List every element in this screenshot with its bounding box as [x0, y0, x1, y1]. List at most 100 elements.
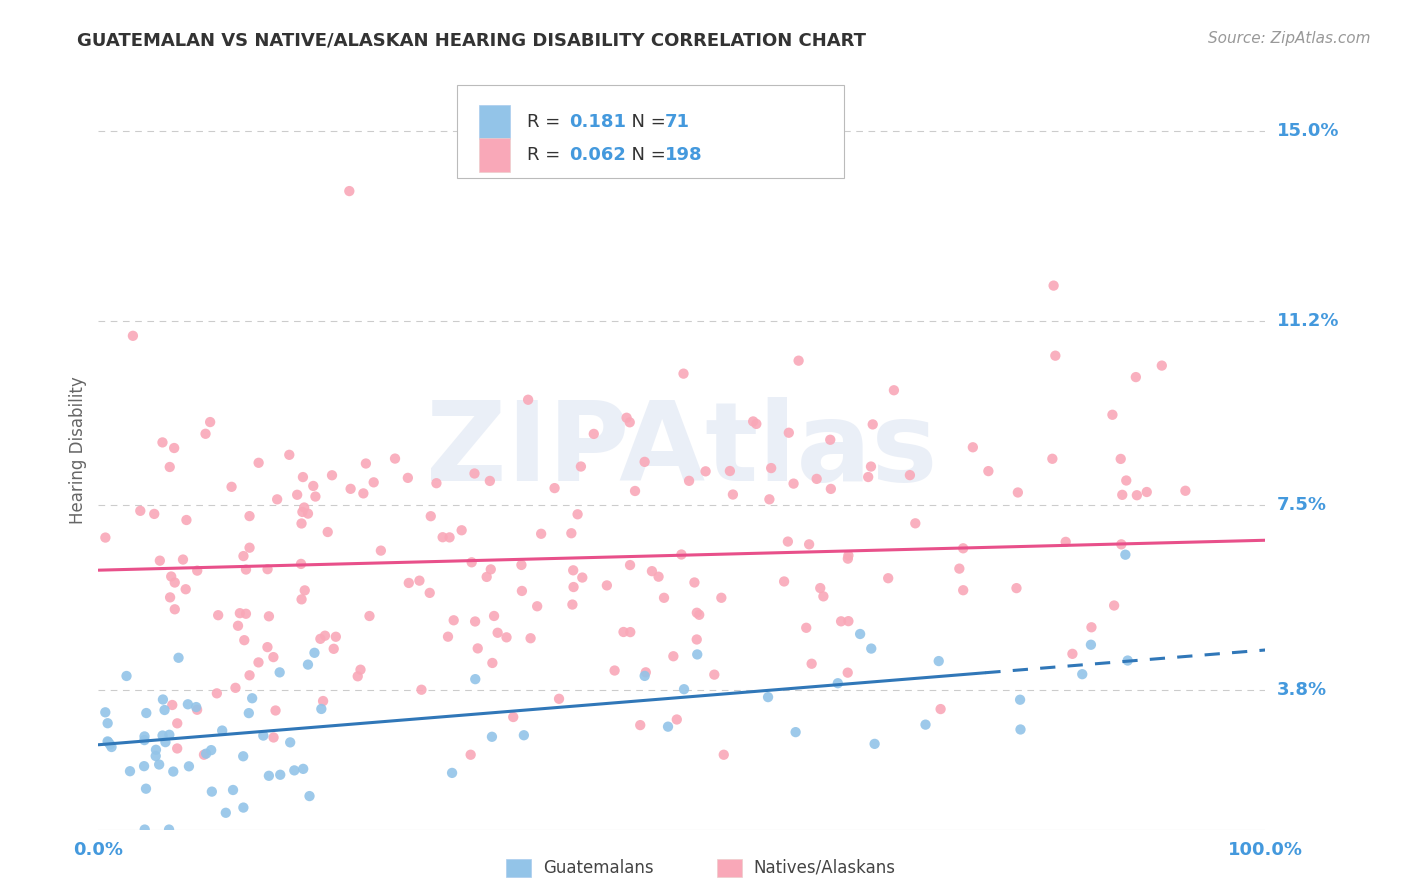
- Point: [1115, 474, 1137, 488]
- Point: [837, 549, 859, 563]
- Point: [346, 669, 368, 683]
- Point: [820, 433, 842, 447]
- Point: [813, 590, 835, 604]
- Point: [238, 706, 260, 720]
- Point: [162, 698, 184, 712]
- Point: [384, 451, 406, 466]
- Point: [1040, 451, 1063, 466]
- Point: [98, 738, 121, 752]
- Point: [149, 554, 172, 568]
- Point: [567, 508, 589, 522]
- Point: [97, 716, 120, 731]
- Point: [517, 392, 540, 407]
- Point: [238, 509, 260, 524]
- Point: [352, 486, 374, 500]
- Point: [481, 656, 503, 670]
- Point: [806, 472, 828, 486]
- Point: [475, 570, 498, 584]
- Point: [354, 457, 377, 471]
- Point: [263, 731, 285, 745]
- Point: [162, 764, 184, 779]
- Point: [359, 609, 381, 624]
- Point: [467, 641, 489, 656]
- Point: [657, 720, 679, 734]
- Point: [226, 619, 249, 633]
- Point: [773, 574, 796, 589]
- Point: [425, 476, 447, 491]
- Point: [561, 598, 583, 612]
- Point: [396, 471, 419, 485]
- Point: [742, 414, 765, 428]
- Point: [688, 607, 710, 622]
- Point: [914, 717, 936, 731]
- Point: [135, 781, 157, 796]
- Point: [1126, 488, 1149, 502]
- Point: [437, 630, 460, 644]
- Point: [94, 706, 117, 720]
- Text: Source: ZipAtlas.com: Source: ZipAtlas.com: [1208, 31, 1371, 46]
- Point: [904, 516, 927, 531]
- Y-axis label: Hearing Disability: Hearing Disability: [69, 376, 87, 524]
- Point: [232, 749, 254, 764]
- Point: [132, 759, 155, 773]
- Point: [647, 570, 669, 584]
- Point: [1062, 647, 1084, 661]
- Point: [928, 654, 950, 668]
- Point: [662, 649, 685, 664]
- Point: [678, 474, 700, 488]
- Text: 3.8%: 3.8%: [1277, 681, 1327, 699]
- Point: [1045, 349, 1067, 363]
- Point: [186, 564, 208, 578]
- Point: [797, 537, 820, 551]
- Point: [193, 747, 215, 762]
- Point: [450, 523, 472, 537]
- Point: [671, 548, 693, 562]
- Point: [977, 464, 1000, 478]
- Text: GUATEMALAN VS NATIVE/ALASKAN HEARING DISABILITY CORRELATION CHART: GUATEMALAN VS NATIVE/ALASKAN HEARING DIS…: [77, 31, 866, 49]
- Point: [172, 552, 194, 566]
- Point: [194, 426, 217, 441]
- Point: [464, 615, 486, 629]
- Point: [432, 530, 454, 544]
- Point: [207, 608, 229, 623]
- Point: [495, 631, 517, 645]
- Point: [827, 676, 849, 690]
- Point: [571, 570, 593, 584]
- Point: [314, 629, 336, 643]
- Point: [745, 417, 768, 431]
- Point: [479, 562, 502, 576]
- Point: [962, 440, 984, 454]
- Point: [952, 583, 974, 598]
- Point: [460, 747, 482, 762]
- Text: N =: N =: [620, 145, 672, 163]
- Point: [619, 558, 641, 572]
- Point: [673, 682, 696, 697]
- Point: [1136, 485, 1159, 500]
- Point: [526, 599, 548, 614]
- Point: [830, 615, 852, 629]
- Point: [152, 692, 174, 706]
- Point: [229, 606, 252, 620]
- Point: [370, 543, 392, 558]
- Point: [257, 769, 280, 783]
- Point: [1071, 667, 1094, 681]
- Point: [159, 460, 181, 475]
- Point: [837, 614, 859, 628]
- Point: [443, 613, 465, 627]
- Point: [419, 509, 441, 524]
- Point: [782, 476, 804, 491]
- Point: [929, 702, 952, 716]
- Point: [311, 702, 333, 716]
- Point: [297, 657, 319, 672]
- Point: [198, 415, 221, 429]
- Point: [339, 482, 361, 496]
- Point: [776, 534, 799, 549]
- Point: [800, 657, 823, 671]
- Point: [464, 672, 486, 686]
- Point: [1102, 599, 1125, 613]
- Point: [1080, 638, 1102, 652]
- Point: [129, 504, 152, 518]
- Point: [247, 456, 270, 470]
- Point: [419, 586, 441, 600]
- Point: [122, 328, 145, 343]
